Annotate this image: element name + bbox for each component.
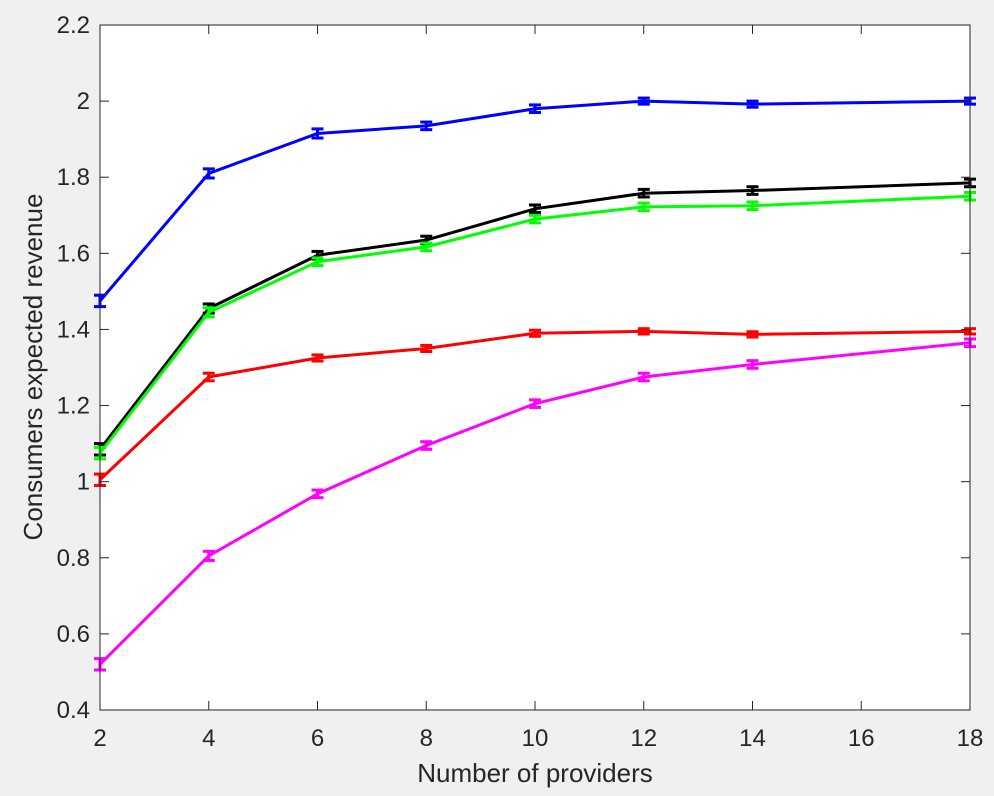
error-bar xyxy=(202,167,215,180)
x-tick-label: 4 xyxy=(202,725,215,752)
y-tick-label: 1.4 xyxy=(57,316,90,343)
series-line xyxy=(98,181,971,451)
error-bar xyxy=(202,371,215,383)
x-tick-label: 16 xyxy=(848,725,875,752)
x-tick-label: 18 xyxy=(957,725,984,752)
error-bar xyxy=(311,127,324,140)
series-line xyxy=(98,194,971,455)
x-tick-label: 12 xyxy=(630,725,657,752)
series-line xyxy=(98,99,971,302)
error-bar xyxy=(529,398,541,409)
series-line xyxy=(98,329,971,481)
error-bar xyxy=(420,120,433,132)
error-bar xyxy=(529,213,541,225)
error-bar xyxy=(529,203,541,215)
error-bar xyxy=(637,96,650,106)
error-bar xyxy=(746,359,759,370)
error-bar xyxy=(311,256,324,268)
y-tick-label: 1.6 xyxy=(57,240,90,267)
y-tick-label: 1.2 xyxy=(57,393,90,420)
error-bar xyxy=(637,327,650,336)
series-line xyxy=(98,341,971,666)
error-bar xyxy=(746,330,759,339)
y-tick-label: 2 xyxy=(77,88,90,115)
error-bar xyxy=(746,185,759,196)
plot-area xyxy=(100,25,970,710)
error-bar xyxy=(202,549,215,562)
error-bar xyxy=(746,200,759,212)
x-tick-label: 2 xyxy=(93,725,106,752)
error-bar xyxy=(637,371,650,383)
y-tick-label: 0.8 xyxy=(57,545,90,572)
x-tick-label: 14 xyxy=(739,725,766,752)
error-bar xyxy=(746,99,759,109)
error-bar xyxy=(311,353,324,363)
error-bar xyxy=(637,187,650,199)
x-tick-label: 8 xyxy=(420,725,433,752)
error-bar xyxy=(311,488,324,500)
error-bar xyxy=(202,306,215,319)
tick-layer: 2 4 6 8 10 12 14 16 18 0.4 0.6 0.8 1 1.2 1.4 1.6 1.8 2 2.2 xyxy=(57,12,984,752)
error-bar xyxy=(420,440,433,451)
y-tick-label: 0.6 xyxy=(57,621,90,648)
y-tick-label: 2.2 xyxy=(57,12,90,39)
error-bar xyxy=(420,241,433,253)
x-tick-label: 6 xyxy=(311,725,324,752)
y-tick-label: 1 xyxy=(77,469,90,496)
error-bar xyxy=(637,201,650,213)
error-bar xyxy=(529,103,541,115)
error-bar xyxy=(529,328,541,338)
y-tick-label: 0.4 xyxy=(57,697,90,724)
x-axis-title: Number of providers xyxy=(417,758,653,788)
error-bar xyxy=(420,343,433,354)
y-axis-title: Consumers expected revenue xyxy=(18,194,48,541)
x-tick-label: 10 xyxy=(522,725,549,752)
y-tick-label: 1.8 xyxy=(57,164,90,191)
